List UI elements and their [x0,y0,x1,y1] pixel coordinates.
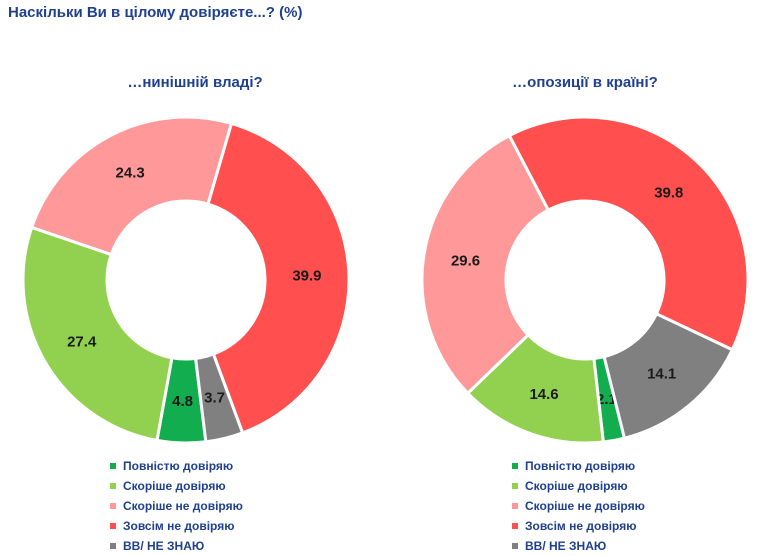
legend-item: Повністю довіряю [110,456,243,476]
legend-label: Зовсім не довіряю [123,519,235,533]
legend-swatch-icon [110,483,116,489]
donut-slice [193,352,245,444]
legend-item: Скоріше довіряю [110,476,243,496]
legend-label: ВВ/ НЕ ЗНАЮ [525,539,607,553]
legend-label: ВВ/ НЕ ЗНАЮ [123,539,205,553]
donut-slice [507,115,750,352]
donut-chart: 4.8 27.4 24.3 39.9 3.7 [21,115,351,445]
page-title: Наскільки Ви в цілому довіряєте...? (%) [8,4,303,21]
legend-label: Зовсім не довіряю [525,519,637,533]
legend-swatch-icon [110,523,116,529]
legend-item: Зовсім не довіряю [512,516,645,536]
donut-slice [21,225,174,443]
legend: Повністю довіряю Скоріше довіряю Скоріше… [110,456,243,556]
legend-label: Повністю довіряю [123,459,234,473]
donut-slice [206,121,351,435]
legend-swatch-icon [512,523,518,529]
legend-swatch-icon [512,463,518,469]
legend-item: ВВ/ НЕ ЗНАЮ [110,536,243,556]
data-label: 39.9 [292,268,321,285]
chart-title: …опозиції в країні? [512,74,658,91]
chart-panel-opposition: …опозиції в країні? 2.1 14.6 29.6 39.8 14.1 … [390,0,780,555]
legend-label: Скоріше не довіряю [525,499,645,513]
donut-slice [420,133,551,396]
legend-item: Скоріше не довіряю [512,496,645,516]
donut-slice [29,115,234,257]
legend-swatch-icon [110,503,116,509]
legend-label: Скоріше не довіряю [123,499,243,513]
donut-chart: 2.1 14.6 29.6 39.8 14.1 [420,115,750,445]
data-label: 27.4 [67,333,97,350]
chart-panel-government: …нинішній владі? 4.8 27.4 24.3 39.9 3.7 Повн… [0,0,390,555]
data-label: 14.6 [529,386,558,403]
legend-item: Зовсім не довіряю [110,516,243,536]
data-label: 3.7 [204,390,225,407]
legend-label: Скоріше довіряю [123,479,226,493]
legend-swatch-icon [512,483,518,489]
legend-item: ВВ/ НЕ ЗНАЮ [512,536,645,556]
data-label: 2.1 [596,391,617,408]
data-label: 4.8 [172,393,193,410]
chart-title: …нинішній владі? [127,74,263,91]
data-label: 14.1 [647,366,676,383]
legend-swatch-icon [110,463,116,469]
legend-label: Скоріше довіряю [525,479,628,493]
legend-item: Скоріше не довіряю [110,496,243,516]
legend-item: Повністю довіряю [512,456,645,476]
legend-item: Скоріше довіряю [512,476,645,496]
data-label: 29.6 [451,253,480,270]
legend-label: Повністю довіряю [525,459,636,473]
legend-swatch-icon [110,543,116,549]
data-label: 39.8 [654,185,683,202]
legend: Повністю довіряю Скоріше довіряю Скоріше… [512,456,645,556]
data-label: 24.3 [116,165,145,182]
donut-slice [602,311,735,440]
legend-swatch-icon [512,503,518,509]
legend-swatch-icon [512,543,518,549]
